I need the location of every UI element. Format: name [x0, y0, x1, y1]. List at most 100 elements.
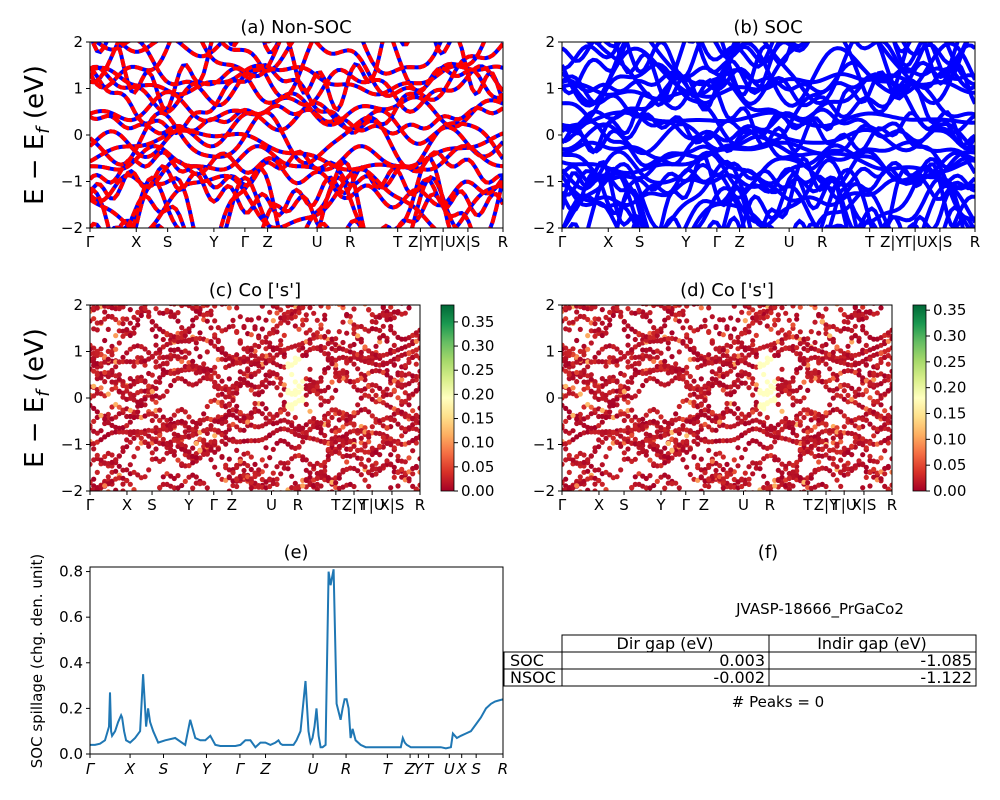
- projected-point: [783, 463, 789, 469]
- projected-point: [307, 427, 313, 433]
- projected-point: [658, 425, 664, 431]
- projected-point: [326, 274, 331, 279]
- projected-point: [417, 293, 422, 298]
- projected-point: [687, 373, 693, 380]
- projected-point: [739, 518, 744, 523]
- projected-point: [885, 338, 891, 344]
- projected-point: [102, 316, 108, 322]
- projected-point: [676, 485, 682, 491]
- projected-point: [414, 287, 419, 292]
- ytick-label: −1: [533, 436, 555, 454]
- projected-point: [252, 371, 258, 377]
- projected-point: [358, 461, 364, 467]
- projected-point: [574, 337, 580, 344]
- projected-point: [750, 376, 756, 382]
- projected-point: [735, 445, 741, 451]
- projected-point: [384, 425, 390, 431]
- projected-point: [603, 469, 609, 475]
- projected-point: [116, 359, 122, 365]
- projected-point: [878, 476, 884, 482]
- projected-point: [307, 377, 313, 383]
- projected-point: [882, 483, 888, 489]
- projected-point: [566, 305, 572, 311]
- projected-point: [380, 434, 386, 440]
- projected-point: [860, 442, 866, 448]
- projected-point: [827, 468, 833, 474]
- projected-point: [124, 282, 129, 287]
- projected-point: [230, 470, 236, 476]
- projected-point: [603, 392, 609, 398]
- projected-point: [285, 466, 291, 472]
- projected-point: [775, 429, 781, 436]
- projected-point: [611, 281, 616, 286]
- projected-point: [120, 267, 125, 272]
- projected-point: [186, 425, 192, 431]
- projected-point: [116, 376, 122, 382]
- projected-point: [410, 289, 415, 294]
- projected-point: [687, 325, 693, 331]
- projected-point: [234, 424, 240, 430]
- projected-point: [614, 396, 620, 402]
- projected-point: [267, 418, 273, 424]
- xtick-label: Γ: [241, 233, 250, 251]
- projected-point: [779, 340, 785, 346]
- projected-point: [724, 493, 729, 498]
- projected-point: [259, 305, 265, 309]
- projected-point: [632, 456, 638, 462]
- projected-point: [267, 380, 273, 386]
- xtick-label: X|S: [455, 233, 480, 251]
- projected-point: [588, 359, 594, 365]
- projected-point: [322, 493, 327, 498]
- projected-point: [98, 319, 104, 325]
- projected-point: [182, 452, 188, 458]
- projected-point: [790, 462, 796, 468]
- projected-point: [772, 520, 777, 525]
- projected-point: [625, 323, 631, 329]
- projected-point: [157, 379, 163, 385]
- projected-point: [684, 305, 690, 309]
- projected-point: [786, 391, 792, 397]
- projected-point: [687, 383, 693, 389]
- projected-point: [355, 283, 360, 288]
- band-line: [90, 42, 443, 85]
- projected-point: [783, 387, 789, 394]
- projected-point: [234, 305, 240, 311]
- projected-point: [267, 476, 273, 482]
- projected-point: [665, 451, 671, 457]
- panel-e-ylabel: SOC spillage (chg. den. unit): [28, 554, 46, 769]
- projected-point: [153, 306, 159, 312]
- projected-point: [775, 312, 781, 318]
- projected-point: [632, 474, 638, 480]
- projected-point: [794, 345, 800, 351]
- projected-point: [852, 305, 858, 310]
- projected-point: [710, 499, 715, 504]
- projected-point: [168, 296, 173, 301]
- projected-point: [684, 449, 690, 455]
- projected-point: [234, 477, 240, 483]
- band-line: [90, 218, 393, 228]
- projected-point: [614, 346, 620, 352]
- projected-point: [153, 298, 158, 303]
- projected-point: [127, 307, 133, 313]
- projected-point: [417, 482, 420, 488]
- projected-point: [603, 363, 609, 369]
- xtick-label: Z: [699, 496, 709, 514]
- projected-point: [849, 295, 854, 300]
- projected-point: [303, 330, 309, 336]
- projected-point: [138, 402, 144, 409]
- projected-point: [384, 338, 390, 344]
- projected-point: [596, 478, 602, 484]
- projected-point: [252, 515, 257, 520]
- projected-point: [414, 292, 419, 297]
- projected-point: [574, 359, 580, 365]
- projected-point: [830, 456, 836, 462]
- projected-point: [739, 418, 745, 424]
- projected-point: [775, 467, 781, 473]
- projected-point: [863, 378, 869, 384]
- projected-point: [318, 420, 324, 426]
- projected-point: [812, 339, 818, 346]
- projected-point: [867, 395, 873, 401]
- band-line: [90, 128, 503, 172]
- projected-point: [603, 290, 608, 295]
